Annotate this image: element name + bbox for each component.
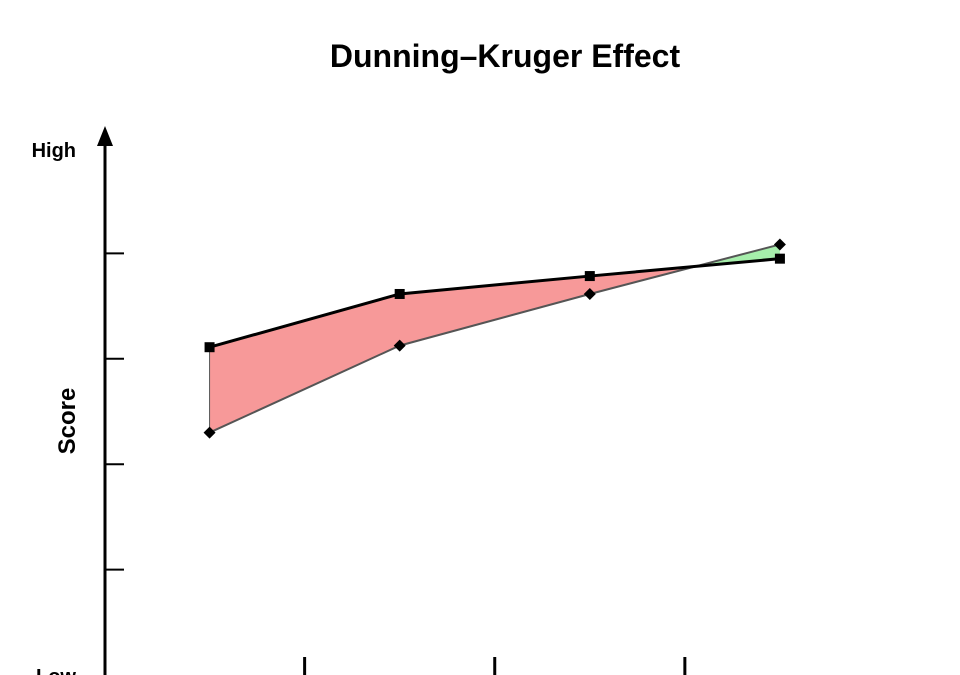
series-line-square [209,257,781,349]
diamond-marker-3 [583,287,596,300]
y-axis-arrow [97,126,113,146]
series-line-diamond [209,243,781,434]
diamond-marker-1 [203,426,216,439]
diamond-marker-4 [773,238,786,251]
series-lines [209,243,781,434]
series-markers [203,238,786,439]
y-tick-label-high: High [32,140,76,162]
y-tick-label-low: Low [36,666,76,675]
chart-title: Dunning–Kruger Effect [330,38,681,74]
diamond-marker-2 [393,339,406,352]
overestimate-area-0 [209,266,696,433]
gap-fills [209,244,780,433]
square-marker-4 [774,253,785,264]
axis-ticks [105,252,687,675]
square-marker-3 [584,271,595,282]
square-marker-1 [204,342,215,353]
y-axis-label: Score [54,388,81,455]
axes [97,126,113,675]
square-marker-2 [394,288,405,299]
